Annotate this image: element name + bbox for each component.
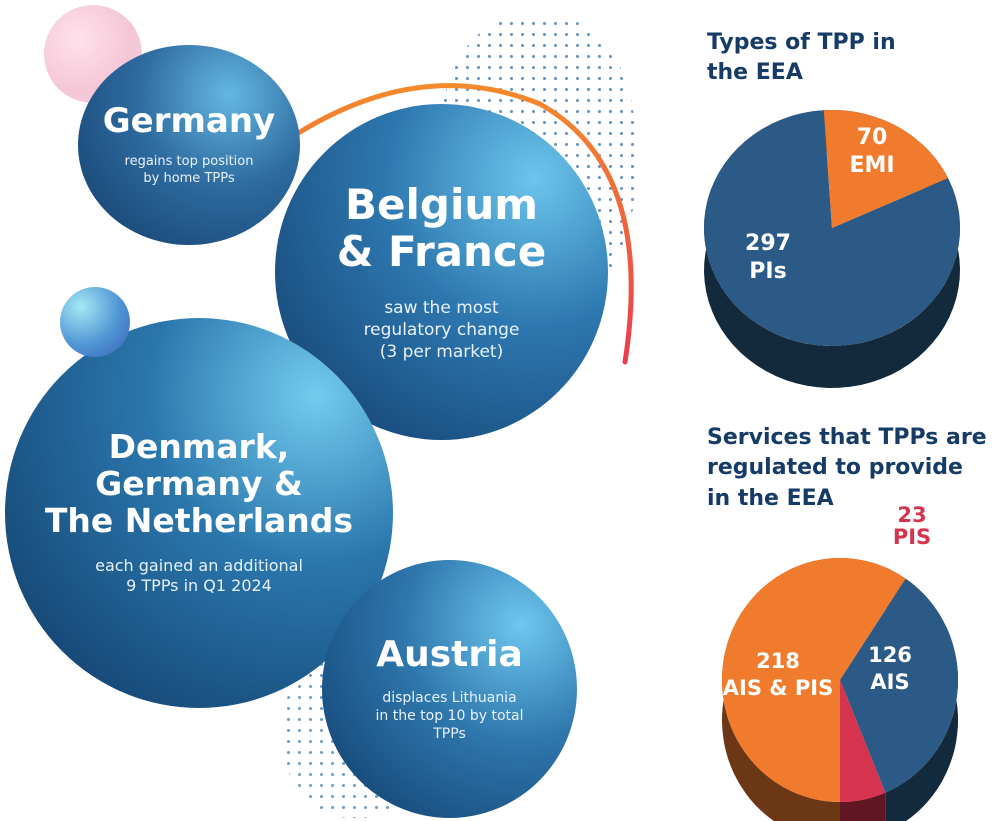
slice-name-label: PIs [749, 259, 786, 284]
slice-value-label: 297 [745, 231, 791, 256]
title-line: The Netherlands [44, 500, 354, 540]
slice-name-label: AIS [870, 670, 909, 694]
title-line: & France [336, 226, 547, 276]
bubble-denmark-germany-netherlands: Denmark, Germany & The Netherlands each … [5, 318, 393, 708]
subtitle-line: regains top position [124, 154, 254, 170]
pie-slice-pis [703, 110, 960, 346]
title-line: in the EEA [707, 485, 834, 511]
title-line: Germany & [95, 463, 303, 503]
title-line: Services that TPPs are [707, 425, 987, 450]
subtitle-line: by home TPPs [143, 171, 235, 187]
bubble-subtitle: regains top position by home TPPs [125, 154, 254, 188]
decorative-small-circle [60, 287, 130, 357]
title-line: the EEA [707, 60, 803, 86]
bubble-title: Austria [376, 633, 523, 675]
slice-value-label: 70 [857, 125, 888, 150]
slice-name-label: PIS [893, 525, 931, 549]
bubble-title: Belgium & France [337, 181, 547, 275]
title-line: regulated to provide [707, 455, 963, 481]
bubble-title: Denmark, Germany & The Netherlands [44, 426, 354, 540]
subtitle-line: TPPs [433, 726, 466, 743]
subtitle-line: each gained an additional [95, 555, 303, 575]
slice-value-label: 23 [897, 503, 926, 527]
bubble-austria: Austria displaces Lithuania in the top 1… [322, 560, 577, 818]
bubble-subtitle: displaces Lithuania in the top 10 by tot… [376, 689, 524, 744]
pie-slice-emi [823, 109, 948, 228]
title-line: Belgium [344, 179, 539, 229]
bubble-title: Germany [102, 101, 276, 142]
slice-value-label: 126 [868, 643, 912, 667]
bubble-subtitle: each gained an additional 9 TPPs in Q1 2… [95, 556, 303, 598]
bubble-subtitle: saw the most regulatory change (3 per ma… [364, 297, 520, 363]
pie-slice-side-pis [840, 792, 886, 821]
subtitle-line: saw the most [384, 297, 499, 318]
subtitle-line: displaces Lithuania [382, 689, 517, 706]
title-line: Denmark, [108, 426, 290, 466]
bubble-germany: Germany regains top position by home TPP… [78, 45, 300, 245]
title-line: Types of TPP in [707, 30, 896, 55]
chart-title-services: Services that TPPs are regulated to prov… [707, 423, 987, 514]
subtitle-line: in the top 10 by total [375, 708, 524, 725]
pie-slice-ais-pis [721, 558, 906, 803]
slice-name-label: AIS & PIS [723, 676, 833, 700]
subtitle-line: (3 per market) [379, 342, 504, 363]
subtitle-line: 9 TPPs in Q1 2024 [126, 576, 272, 596]
slice-name-label: EMI [849, 153, 894, 178]
subtitle-line: regulatory change [363, 319, 520, 340]
pie-slice-ais [840, 578, 959, 793]
slice-value-label: 218 [756, 649, 800, 673]
pie-slice-pis [840, 680, 886, 803]
chart-title-tpp-types: Types of TPP in the EEA [707, 28, 896, 89]
